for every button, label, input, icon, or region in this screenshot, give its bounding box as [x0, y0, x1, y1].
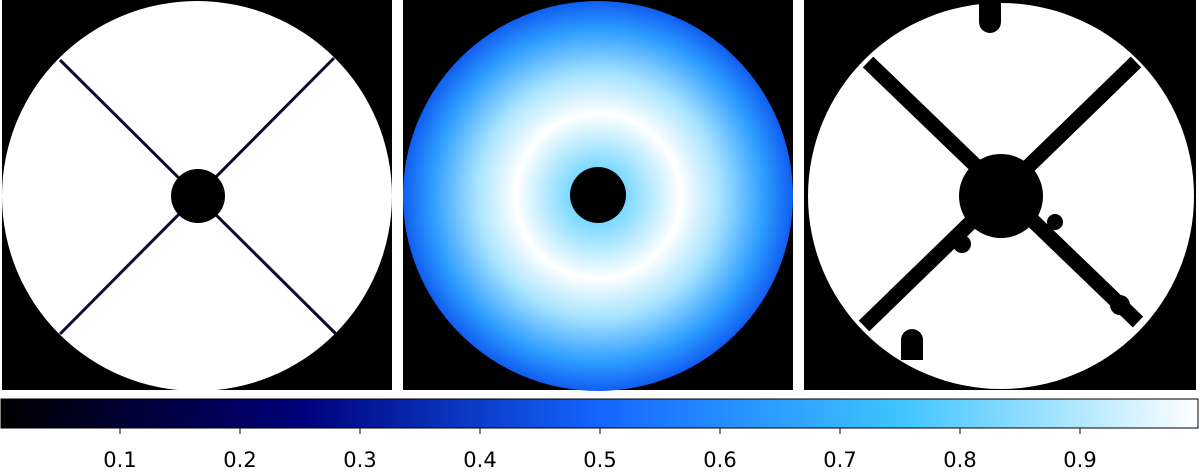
panel-pupil — [2, 0, 392, 391]
x-tick-label: 0.9 — [1063, 448, 1096, 472]
x-tick-label: 0.3 — [343, 448, 376, 472]
x-tick-label: 0.2 — [223, 448, 256, 472]
x-tick-label: 0.5 — [583, 448, 616, 472]
x-tick-label: 0.8 — [943, 448, 976, 472]
panel-mask — [804, 0, 1196, 390]
x-tick-label: 0.4 — [463, 448, 496, 472]
colorbar — [0, 398, 1199, 429]
x-tick-label: 0.1 — [103, 448, 136, 472]
x-tick-label: 0.7 — [823, 448, 856, 472]
panel-intensity — [403, 0, 793, 391]
x-tick-label: 0.6 — [703, 448, 736, 472]
